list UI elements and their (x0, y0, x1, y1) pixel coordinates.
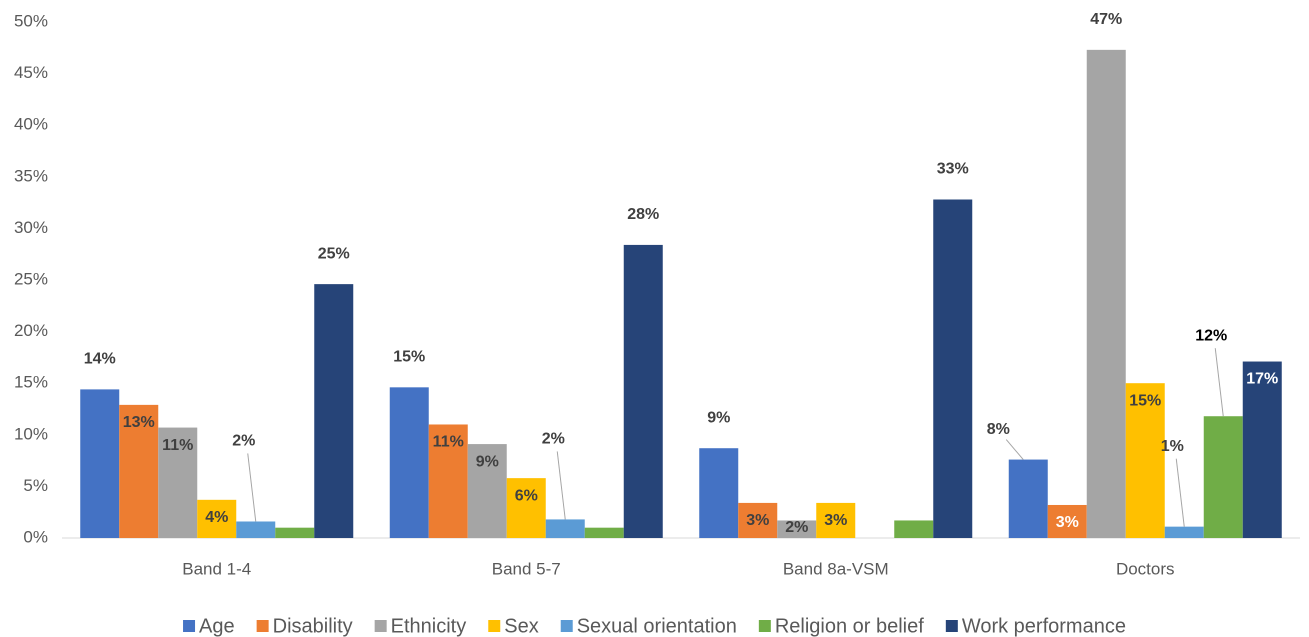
bar (894, 520, 934, 538)
value-label: 3% (746, 512, 769, 529)
value-label: 14% (84, 351, 116, 368)
legend-swatch (488, 620, 501, 632)
legend-swatch (183, 620, 196, 632)
legend-swatch (945, 620, 958, 632)
y-tick-label: 30% (14, 218, 48, 237)
y-tick-label: 15% (14, 373, 48, 392)
legend-swatch (560, 620, 573, 632)
y-tick-label: 0% (23, 527, 48, 546)
bar (389, 387, 429, 538)
bar (584, 527, 624, 538)
value-label: 8% (987, 421, 1010, 438)
value-label: 1% (1161, 438, 1184, 455)
bar (80, 389, 120, 538)
y-tick-label: 25% (14, 269, 48, 288)
bar (467, 444, 507, 538)
x-tick-label: Band 1-4 (182, 559, 251, 578)
bar (506, 478, 546, 538)
bar (623, 244, 663, 539)
legend-label: Sex (504, 615, 538, 637)
bar (197, 499, 237, 538)
bar (699, 448, 739, 538)
value-label: 2% (232, 433, 255, 450)
y-tick-label: 5% (23, 476, 48, 495)
value-label: 4% (205, 509, 228, 526)
value-label: 15% (393, 349, 425, 366)
legend-label: Disability (273, 615, 353, 637)
x-tick-label: Band 5-7 (492, 559, 561, 578)
leader-line (1175, 458, 1185, 527)
legend-label: Religion or belief (775, 615, 924, 637)
y-tick-label: 20% (14, 321, 48, 340)
value-label: 3% (1056, 514, 1079, 531)
legend-label: Ethnicity (391, 615, 467, 637)
legend-swatch (758, 620, 771, 632)
y-tick-label: 35% (14, 166, 48, 185)
bar (1242, 361, 1282, 538)
value-label: 12% (1195, 327, 1227, 344)
leader-line (1214, 348, 1224, 417)
value-label: 47% (1090, 11, 1122, 28)
bar (545, 519, 585, 538)
value-label: 9% (476, 453, 499, 470)
bar (777, 520, 817, 538)
value-label: 15% (1129, 392, 1161, 409)
x-tick-label: Band 8a-VSM (783, 559, 889, 578)
bar (236, 521, 276, 538)
bar (816, 502, 856, 538)
bar (933, 199, 973, 538)
legend-label: Work performance (962, 615, 1126, 637)
x-tick-label: Doctors (1116, 559, 1175, 578)
value-label: 33% (937, 161, 969, 178)
value-label: 11% (162, 437, 193, 454)
bar (738, 502, 778, 538)
value-label: 2% (542, 431, 565, 448)
legend-swatch (374, 620, 387, 632)
value-label: 6% (515, 487, 538, 504)
bar (275, 527, 315, 538)
y-tick-label: 40% (14, 115, 48, 134)
y-tick-label: 45% (14, 63, 48, 82)
bar (1008, 459, 1048, 538)
legend-swatch (256, 620, 269, 632)
bar (1203, 416, 1243, 538)
legend-label: Age (199, 615, 235, 637)
value-label: 9% (707, 409, 730, 426)
leader-line (247, 453, 257, 522)
y-tick-label: 10% (14, 424, 48, 443)
bar (158, 427, 198, 538)
bar (428, 424, 468, 538)
value-label: 25% (318, 245, 350, 262)
value-label: 3% (824, 512, 847, 529)
legend-label: Sexual orientation (577, 615, 737, 637)
value-label: 13% (123, 414, 155, 431)
bar (1164, 526, 1204, 538)
leader-line (1005, 439, 1024, 460)
bar (119, 404, 159, 538)
bar (1086, 49, 1126, 538)
value-label: 17% (1246, 371, 1278, 388)
value-label: 11% (433, 434, 464, 451)
bar (1125, 383, 1165, 538)
leader-line (556, 451, 566, 520)
value-label: 2% (785, 519, 808, 536)
y-tick-label: 50% (14, 11, 48, 30)
bar (314, 284, 354, 538)
value-label: 28% (627, 206, 659, 223)
bar (1047, 504, 1087, 538)
